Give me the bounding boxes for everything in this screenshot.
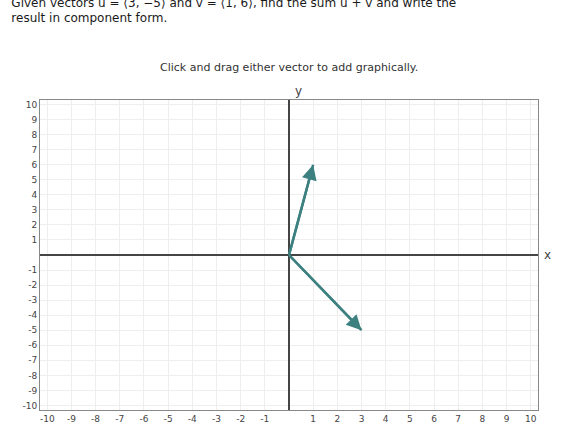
svg-text:7: 7 — [455, 414, 461, 424]
svg-text:-4: -4 — [188, 414, 197, 424]
svg-text:6: 6 — [431, 414, 437, 424]
svg-text:-10: -10 — [22, 401, 37, 411]
svg-text:6: 6 — [31, 160, 37, 170]
svg-text:4: 4 — [383, 414, 389, 424]
svg-text:x: x — [544, 248, 551, 262]
svg-text:-2: -2 — [236, 414, 245, 424]
svg-text:1: 1 — [310, 414, 316, 424]
svg-text:Click and drag either vector t: Click and drag either vector to add grap… — [160, 61, 418, 74]
svg-text:5: 5 — [31, 175, 37, 185]
svg-text:4: 4 — [31, 190, 37, 200]
svg-text:-4: -4 — [28, 310, 37, 320]
svg-text:-7: -7 — [115, 414, 124, 424]
svg-text:-3: -3 — [28, 295, 37, 305]
svg-text:-8: -8 — [28, 371, 37, 381]
svg-text:8: 8 — [31, 130, 37, 140]
svg-text:-3: -3 — [212, 414, 221, 424]
svg-text:-1: -1 — [28, 265, 37, 275]
svg-text:-10: -10 — [40, 414, 55, 424]
svg-text:-2: -2 — [28, 280, 37, 290]
svg-text:10: 10 — [26, 100, 38, 110]
svg-text:-5: -5 — [28, 325, 37, 335]
svg-text:-7: -7 — [28, 355, 37, 365]
svg-text:-6: -6 — [139, 414, 148, 424]
svg-text:7: 7 — [31, 145, 37, 155]
svg-text:-5: -5 — [164, 414, 173, 424]
svg-text:-1: -1 — [260, 414, 269, 424]
svg-text:3: 3 — [359, 414, 365, 424]
svg-text:-9: -9 — [67, 414, 76, 424]
svg-text:5: 5 — [407, 414, 413, 424]
svg-text:1: 1 — [31, 235, 37, 245]
svg-text:9: 9 — [31, 115, 37, 125]
svg-text:2: 2 — [334, 414, 340, 424]
svg-text:8: 8 — [480, 414, 486, 424]
svg-text:2: 2 — [31, 220, 37, 230]
svg-text:10: 10 — [525, 414, 537, 424]
svg-text:-8: -8 — [91, 414, 100, 424]
svg-text:-6: -6 — [28, 340, 37, 350]
svg-text:Given vectors u = ⟨3, −5⟩ and: Given vectors u = ⟨3, −5⟩ and v = ⟨1, 6⟩… — [11, 0, 456, 25]
svg-text:-9: -9 — [28, 386, 37, 396]
svg-text:y: y — [295, 84, 302, 98]
svg-text:3: 3 — [31, 205, 37, 215]
svg-text:9: 9 — [504, 414, 510, 424]
